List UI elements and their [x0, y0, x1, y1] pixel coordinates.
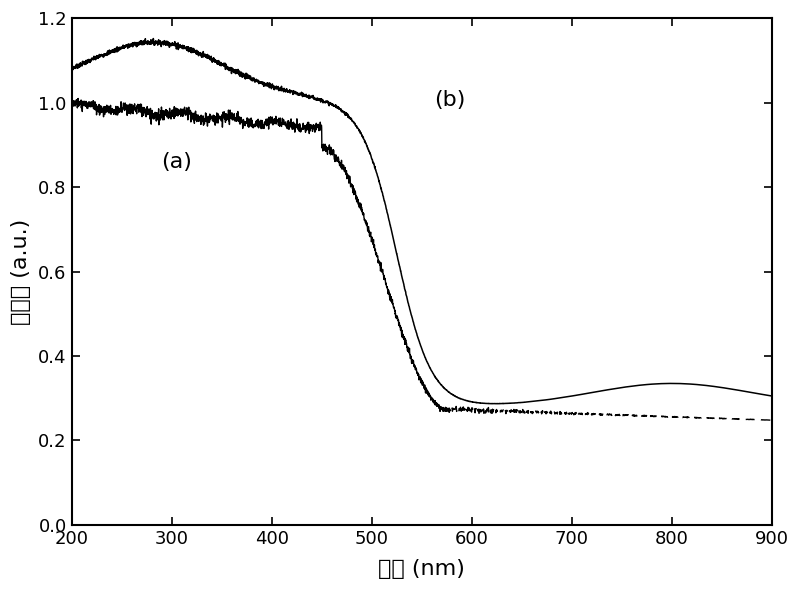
Text: (b): (b)	[434, 90, 466, 110]
Y-axis label: 吸光度 (a.u.): 吸光度 (a.u.)	[11, 218, 31, 325]
Text: (a): (a)	[161, 152, 192, 172]
X-axis label: 波长 (nm): 波长 (nm)	[378, 559, 465, 579]
